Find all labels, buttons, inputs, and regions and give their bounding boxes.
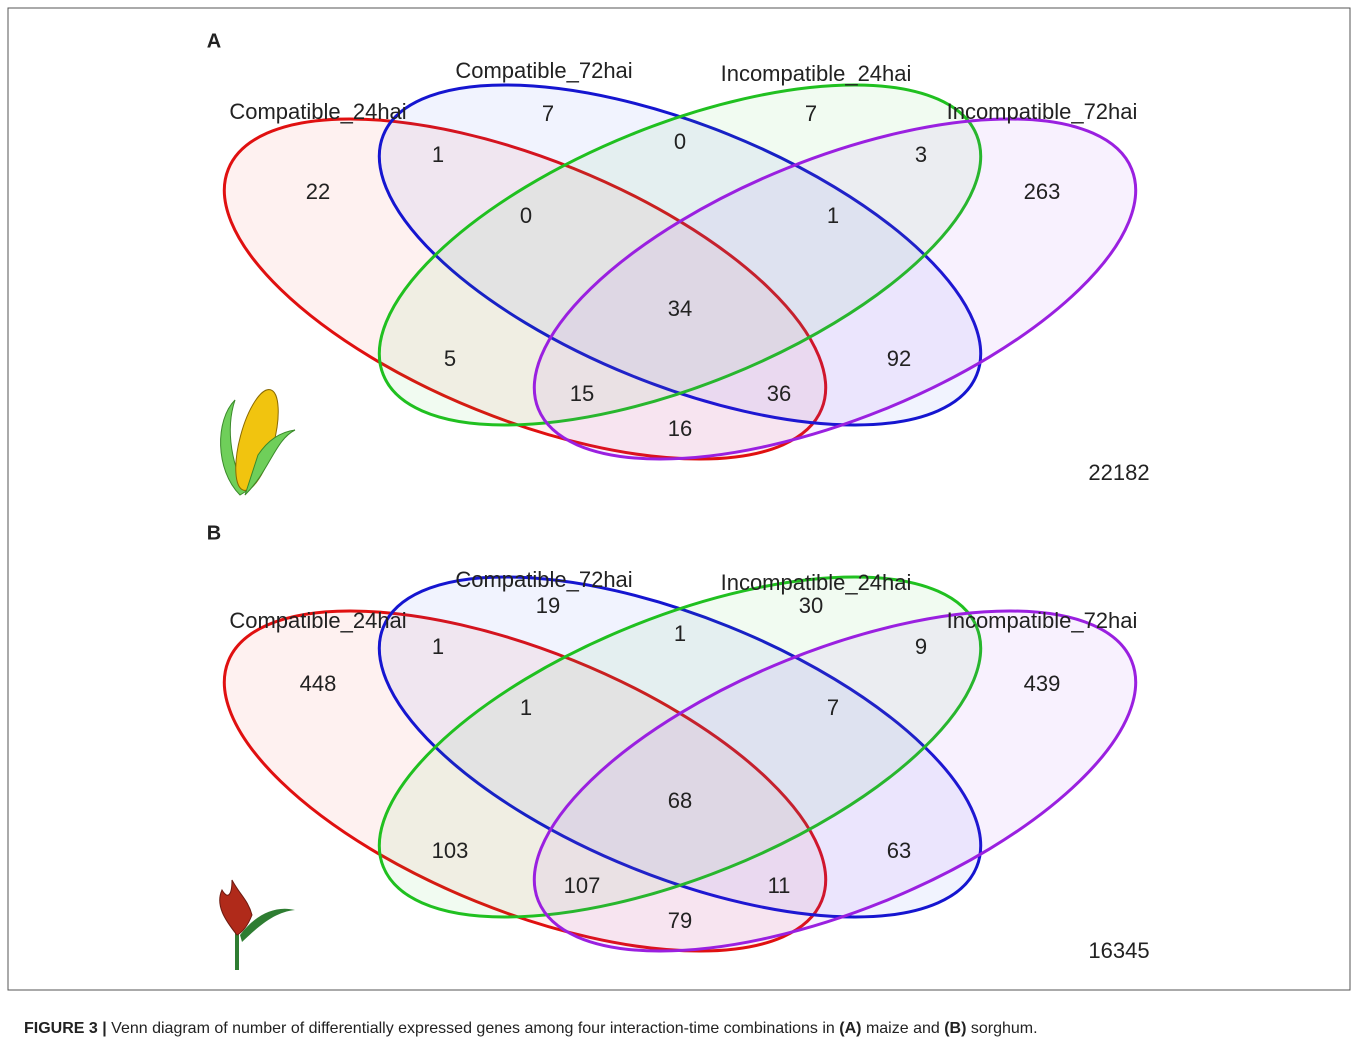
region-count: 68 — [668, 788, 692, 813]
region-count: 22 — [306, 179, 330, 204]
region-count: 79 — [668, 908, 692, 933]
set-label: Compatible_24hai — [229, 608, 406, 633]
caption-figure-number: FIGURE 3 | — [24, 1020, 107, 1037]
region-count: 1 — [674, 621, 686, 646]
figure-canvas: A Compatible_24hai Compatible_72hai Incompa… — [0, 0, 1358, 1000]
region-count: 15 — [570, 381, 594, 406]
caption-text: sorghum. — [966, 1020, 1037, 1037]
caption: FIGURE 3 | Venn diagram of number of dif… — [24, 1020, 1038, 1038]
set-label: Incompatible_72hai — [947, 99, 1138, 124]
region-count: 63 — [887, 838, 911, 863]
sorghum-icon — [220, 880, 295, 970]
region-count: 0 — [674, 129, 686, 154]
outside-count: 16345 — [1088, 938, 1149, 963]
region-count: 92 — [887, 346, 911, 371]
panel-label: B — [207, 522, 221, 544]
caption-ref: (A) — [839, 1020, 861, 1037]
caption-text: maize and — [862, 1020, 945, 1037]
set-label: Compatible_24hai — [229, 99, 406, 124]
region-count: 103 — [432, 838, 469, 863]
region-count: 439 — [1024, 671, 1061, 696]
region-count: 0 — [520, 203, 532, 228]
region-count: 107 — [564, 873, 601, 898]
set-label: Compatible_72hai — [455, 567, 632, 592]
region-count: 19 — [536, 593, 560, 618]
region-count: 1 — [827, 203, 839, 228]
caption-text: Venn diagram of number of differentially… — [107, 1020, 840, 1037]
set-label: Compatible_72hai — [455, 58, 632, 83]
region-count: 34 — [668, 296, 692, 321]
region-count: 263 — [1024, 179, 1061, 204]
region-count: 7 — [827, 695, 839, 720]
maize-icon — [221, 385, 295, 495]
caption-ref: (B) — [944, 1020, 966, 1037]
set-label: Incompatible_24hai — [721, 61, 912, 86]
panel-label: A — [207, 30, 221, 52]
region-count: 9 — [915, 634, 927, 659]
region-count: 16 — [668, 416, 692, 441]
region-count: 36 — [767, 381, 791, 406]
set-label: Incompatible_72hai — [947, 608, 1138, 633]
region-count: 3 — [915, 142, 927, 167]
region-count: 1 — [520, 695, 532, 720]
region-count: 5 — [444, 346, 456, 371]
region-count: 7 — [805, 101, 817, 126]
set-label: Incompatible_24hai — [721, 570, 912, 595]
region-count: 1 — [432, 634, 444, 659]
region-count: 1 — [432, 142, 444, 167]
figure: A Compatible_24hai Compatible_72hai Incompa… — [0, 0, 1358, 1049]
outside-count: 22182 — [1088, 460, 1149, 485]
region-count: 11 — [768, 873, 791, 898]
region-count: 448 — [300, 671, 337, 696]
region-count: 30 — [799, 593, 823, 618]
region-count: 7 — [542, 101, 554, 126]
